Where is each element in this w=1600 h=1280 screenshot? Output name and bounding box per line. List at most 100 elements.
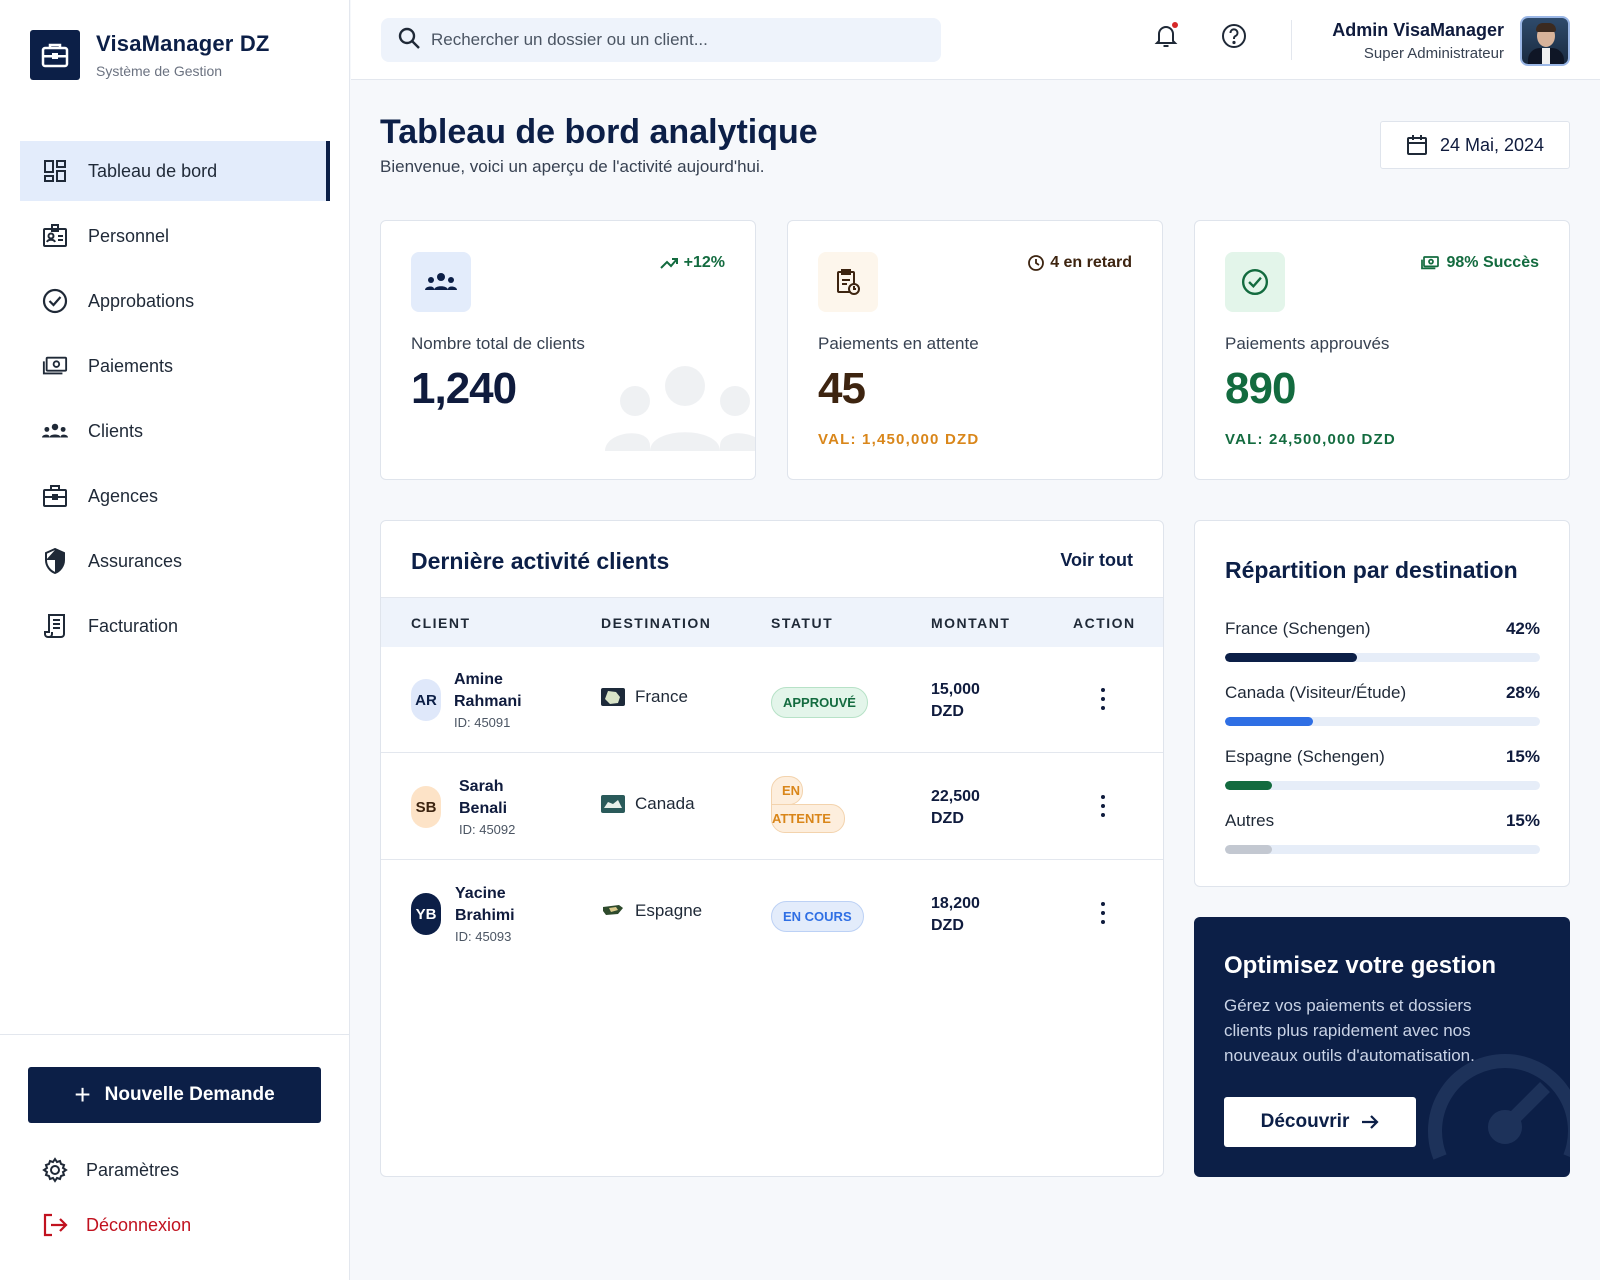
see-all-link[interactable]: Voir tout [1060, 550, 1133, 570]
client-name: Sarah Benali [459, 778, 508, 817]
sidebar-item-label: Facturation [88, 615, 179, 636]
stat-label: Paiements en attente [818, 334, 979, 353]
destination-percent: 28% [1505, 683, 1540, 702]
dashboard-icon [42, 158, 68, 184]
bell-icon [1154, 23, 1178, 54]
status-badge: EN COURS [771, 901, 864, 932]
column-header: CLIENT [411, 615, 471, 631]
destination-bar [1225, 717, 1540, 726]
destination-row: France (Schengen) 42% [1225, 619, 1540, 662]
sidebar-item-paiements[interactable]: Paiements [20, 336, 330, 396]
stat-value: 1,240 [411, 364, 517, 413]
briefcase-logo-icon [30, 30, 80, 80]
brand-subtitle: Système de Gestion [96, 63, 223, 79]
notifications-button[interactable] [1148, 20, 1184, 56]
page-title: Tableau de bord analytique [380, 113, 818, 151]
client-id: ID: 45091 [454, 715, 511, 730]
sidebar-item-assurances[interactable]: Assurances [20, 531, 330, 591]
sidebar-item-label: Clients [88, 420, 144, 441]
destination-label: Espagne (Schengen) [1225, 747, 1385, 766]
row-actions-menu[interactable] [1097, 792, 1109, 820]
sidebar-item-facturation[interactable]: Facturation [20, 596, 330, 656]
user-menu[interactable]: Admin VisaManager Super Administrateur [1332, 16, 1570, 66]
header-divider [1291, 20, 1292, 60]
notification-dot [1172, 22, 1178, 28]
trending-up-icon [659, 257, 678, 269]
calendar-icon [1406, 134, 1428, 156]
table-header: CLIENT DESTINATION STATUT MONTANT ACTION [381, 597, 1163, 647]
date-picker[interactable]: 24 Mai, 2024 [1380, 121, 1570, 169]
top-header: Admin VisaManager Super Administrateur [351, 0, 1600, 80]
logout-link[interactable]: Déconnexion [42, 1212, 191, 1238]
amount-cell: 22,500 DZD [931, 788, 980, 827]
sidebar-item-label: Paiements [88, 355, 174, 376]
row-actions-menu[interactable] [1097, 899, 1109, 927]
stat-sub-value: VAL: 1,450,000 DZD [818, 431, 980, 448]
destination-row: Espagne (Schengen) 15% [1225, 747, 1540, 790]
destination-breakdown-card: Répartition par destination France (Sche… [1194, 520, 1570, 887]
row-actions-menu[interactable] [1097, 685, 1109, 713]
column-header: STATUT [771, 615, 834, 631]
destination-bar-fill [1225, 781, 1273, 790]
destination-percent: 15% [1505, 811, 1540, 830]
payments-icon [42, 353, 68, 379]
search-input[interactable] [431, 30, 911, 50]
date-label: 24 Mai, 2024 [1439, 134, 1545, 155]
sidebar-item-label: Tableau de bord [88, 160, 218, 181]
page-subtitle: Bienvenue, voici un aperçu de l'activité… [380, 157, 765, 176]
destination-bar-fill [1225, 845, 1273, 854]
brand: VisaManager DZ Système de Gestion [30, 30, 270, 80]
sidebar-item-clients[interactable]: Clients [20, 401, 330, 461]
arrow-right-icon [1361, 1114, 1379, 1130]
settings-link[interactable]: Paramètres [42, 1157, 179, 1183]
sidebar-item-personnel[interactable]: Personnel [20, 206, 330, 266]
sidebar-item-label: Personnel [88, 225, 170, 246]
client-id: ID: 45092 [459, 822, 516, 837]
destination-cell: Espagne [601, 901, 702, 921]
sidebar-item-approbations[interactable]: Approbations [20, 271, 330, 331]
activity-table-card: Dernière activité clients Voir tout CLIE… [380, 520, 1164, 1177]
activity-title: Dernière activité clients [411, 548, 670, 574]
payments-icon [1420, 255, 1440, 271]
table-row[interactable]: AR Amine Rahmani ID: 45091 France APPROUV… [381, 647, 1163, 753]
shield-icon [42, 548, 68, 574]
stat-label: Nombre total de clients [411, 334, 585, 353]
destination-bar-fill [1225, 717, 1314, 726]
client-avatar: SB [411, 786, 441, 828]
amount-cell: 15,000 DZD [931, 681, 980, 720]
brand-title: VisaManager DZ [96, 31, 270, 56]
client-name: Amine Rahmani [454, 671, 522, 710]
destination-cell: France [601, 687, 688, 707]
groups-icon [42, 418, 68, 444]
status-badge: EN ATTENTE [771, 776, 845, 833]
stat-card-approved-payments: 98% Succès Paiements approuvés 890 VAL: … [1194, 220, 1570, 480]
sidebar-item-label: Agences [88, 485, 159, 506]
france-flag-icon [601, 688, 625, 706]
check-circle-icon [1225, 252, 1285, 312]
success-badge: 98% Succès [1420, 254, 1539, 272]
client-name: Yacine Brahimi [455, 885, 515, 924]
destination-row: Autres 15% [1225, 811, 1540, 854]
discover-button[interactable]: Découvrir [1224, 1097, 1416, 1147]
sidebar: VisaManager DZ Système de Gestion Tablea… [0, 0, 350, 1280]
sidebar-item-dashboard[interactable]: Tableau de bord [20, 141, 330, 201]
sidebar-item-agences[interactable]: Agences [20, 466, 330, 526]
avatar[interactable] [1520, 16, 1570, 66]
client-id: ID: 45093 [455, 929, 512, 944]
new-request-button[interactable]: + Nouvelle Demande [28, 1067, 321, 1123]
stat-card-clients: +12% Nombre total de clients 1,240 [380, 220, 756, 480]
help-button[interactable] [1216, 20, 1252, 56]
destination-label: France (Schengen) [1225, 619, 1371, 638]
receipt-icon [42, 613, 68, 639]
spain-flag-icon [601, 902, 625, 920]
table-row[interactable]: YB Yacine Brahimi ID: 45093 Espagne EN CO… [381, 861, 1163, 967]
settings-label: Paramètres [86, 1159, 180, 1180]
late-badge: 4 en retard [1028, 254, 1132, 272]
briefcase-icon [42, 483, 68, 509]
column-header: ACTION [1073, 615, 1136, 631]
destination-percent: 15% [1505, 747, 1540, 766]
help-icon [1221, 23, 1247, 54]
client-avatar: YB [411, 893, 441, 935]
destination-bar [1225, 653, 1540, 662]
table-row[interactable]: SB Sarah Benali ID: 45092 Canada EN ATTEN… [381, 754, 1163, 860]
